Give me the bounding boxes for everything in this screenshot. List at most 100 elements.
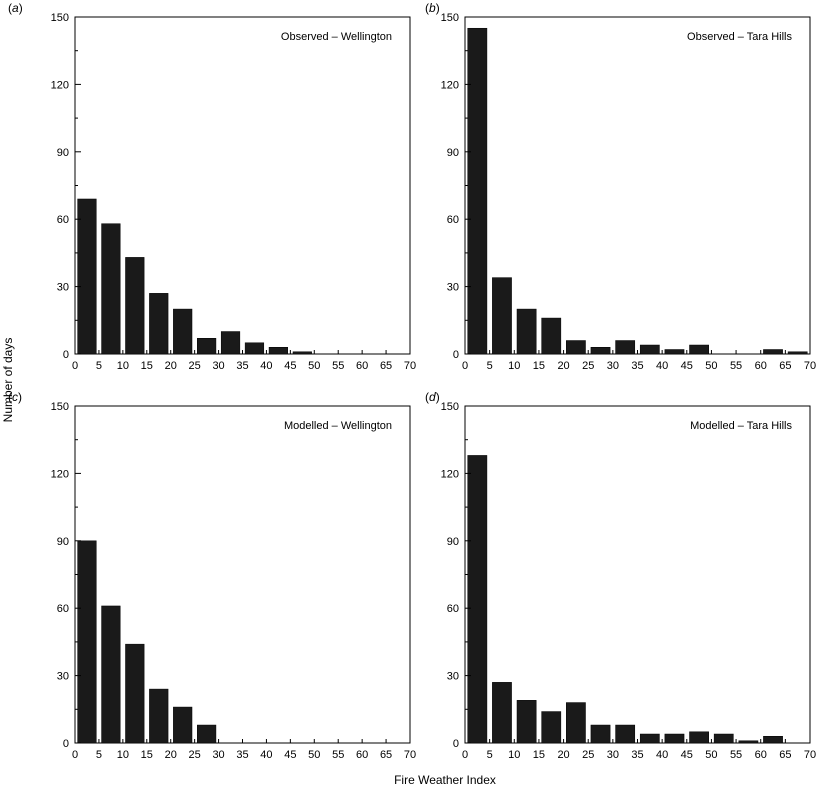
x-tick-label: 25: [189, 749, 201, 761]
bar: [541, 711, 562, 744]
x-tick-label: 45: [681, 360, 693, 372]
bar: [125, 257, 145, 355]
bar: [492, 277, 512, 355]
bar: [516, 308, 537, 355]
x-tick-label: 40: [656, 360, 668, 372]
bar: [197, 338, 217, 355]
y-tick-label: 90: [57, 536, 69, 548]
x-tick-label: 5: [487, 360, 493, 372]
y-tick-label: 30: [57, 671, 69, 683]
x-tick-label: 30: [607, 749, 619, 761]
bar: [639, 733, 660, 744]
bar: [173, 706, 193, 744]
y-tick-label: 120: [51, 79, 69, 91]
bar: [763, 736, 783, 744]
y-tick-label: 150: [441, 12, 459, 24]
x-tick-label: 50: [308, 360, 320, 372]
bar: [541, 317, 562, 355]
y-tick-label: 120: [441, 468, 459, 480]
y-tick-label: 60: [57, 603, 69, 615]
x-tick-label: 65: [779, 749, 791, 761]
x-tick-label: 20: [557, 749, 569, 761]
x-tick-label: 15: [141, 360, 153, 372]
bar: [77, 540, 97, 744]
x-tick-label: 10: [117, 749, 129, 761]
x-tick-label: 15: [141, 749, 153, 761]
x-axis-title: Fire Weather Index: [394, 773, 496, 787]
bar: [197, 724, 217, 744]
x-tick-label: 15: [533, 360, 545, 372]
x-tick-label: 60: [755, 360, 767, 372]
x-tick-label: 40: [260, 749, 272, 761]
x-tick-label: 0: [72, 749, 78, 761]
x-tick-label: 65: [779, 360, 791, 372]
x-tick-label: 60: [356, 360, 368, 372]
panel-letter: (b): [425, 1, 440, 15]
x-tick-label: 10: [508, 360, 520, 372]
y-tick-label: 0: [63, 738, 69, 750]
bar: [492, 682, 512, 744]
x-tick-label: 15: [533, 749, 545, 761]
y-tick-label: 0: [63, 349, 69, 361]
bar: [149, 293, 169, 355]
x-tick-label: 25: [582, 749, 594, 761]
x-tick-label: 5: [96, 749, 102, 761]
x-tick-label: 0: [72, 360, 78, 372]
x-tick-label: 35: [236, 749, 248, 761]
x-tick-label: 25: [189, 360, 201, 372]
panel-title: Modelled – Tara Hills: [690, 420, 792, 432]
x-tick-label: 30: [607, 360, 619, 372]
y-tick-label: 60: [447, 603, 459, 615]
bar: [101, 605, 121, 744]
x-tick-label: 50: [705, 360, 717, 372]
bar: [125, 643, 145, 744]
x-tick-label: 45: [681, 749, 693, 761]
bar: [664, 733, 685, 744]
x-tick-label: 0: [462, 360, 468, 372]
bar: [467, 455, 488, 744]
x-tick-label: 65: [380, 749, 392, 761]
x-tick-label: 25: [582, 360, 594, 372]
x-tick-label: 55: [730, 360, 742, 372]
y-tick-label: 60: [57, 214, 69, 226]
panel-title: Modelled – Wellington: [284, 420, 392, 432]
x-tick-label: 50: [705, 749, 717, 761]
bar: [639, 344, 660, 355]
bar: [566, 702, 586, 744]
x-tick-label: 20: [165, 749, 177, 761]
x-tick-label: 0: [462, 749, 468, 761]
panel-letter: (c): [8, 390, 22, 404]
bar: [664, 349, 685, 355]
y-tick-label: 30: [447, 282, 459, 294]
x-tick-label: 60: [356, 749, 368, 761]
y-tick-label: 120: [441, 79, 459, 91]
y-tick-label: 0: [453, 738, 459, 750]
y-tick-label: 60: [447, 214, 459, 226]
bar: [516, 700, 537, 744]
x-tick-label: 65: [380, 360, 392, 372]
panel-letter: (d): [425, 390, 440, 404]
plot-frame: [464, 16, 811, 355]
bar: [763, 349, 783, 355]
y-tick-label: 0: [453, 349, 459, 361]
x-tick-label: 5: [487, 749, 493, 761]
bar: [713, 733, 734, 744]
y-tick-label: 120: [51, 468, 69, 480]
bar: [149, 688, 169, 744]
x-tick-label: 10: [117, 360, 129, 372]
y-tick-label: 90: [447, 536, 459, 548]
y-tick-label: 30: [447, 671, 459, 683]
x-tick-label: 70: [804, 360, 816, 372]
bar: [566, 340, 586, 355]
bar: [787, 351, 808, 355]
plot-frame: [464, 405, 811, 744]
bar: [590, 347, 611, 355]
panel-title: Observed – Tara Hills: [687, 31, 792, 43]
chart-panel-d: 0 30 60 90 120 150 0 5 10 15 20 25 30 35 40 45 50 55 60 65 7…: [425, 390, 816, 761]
x-tick-label: 20: [165, 360, 177, 372]
bar: [268, 347, 288, 355]
y-tick-label: 90: [57, 147, 69, 159]
x-tick-label: 50: [308, 749, 320, 761]
